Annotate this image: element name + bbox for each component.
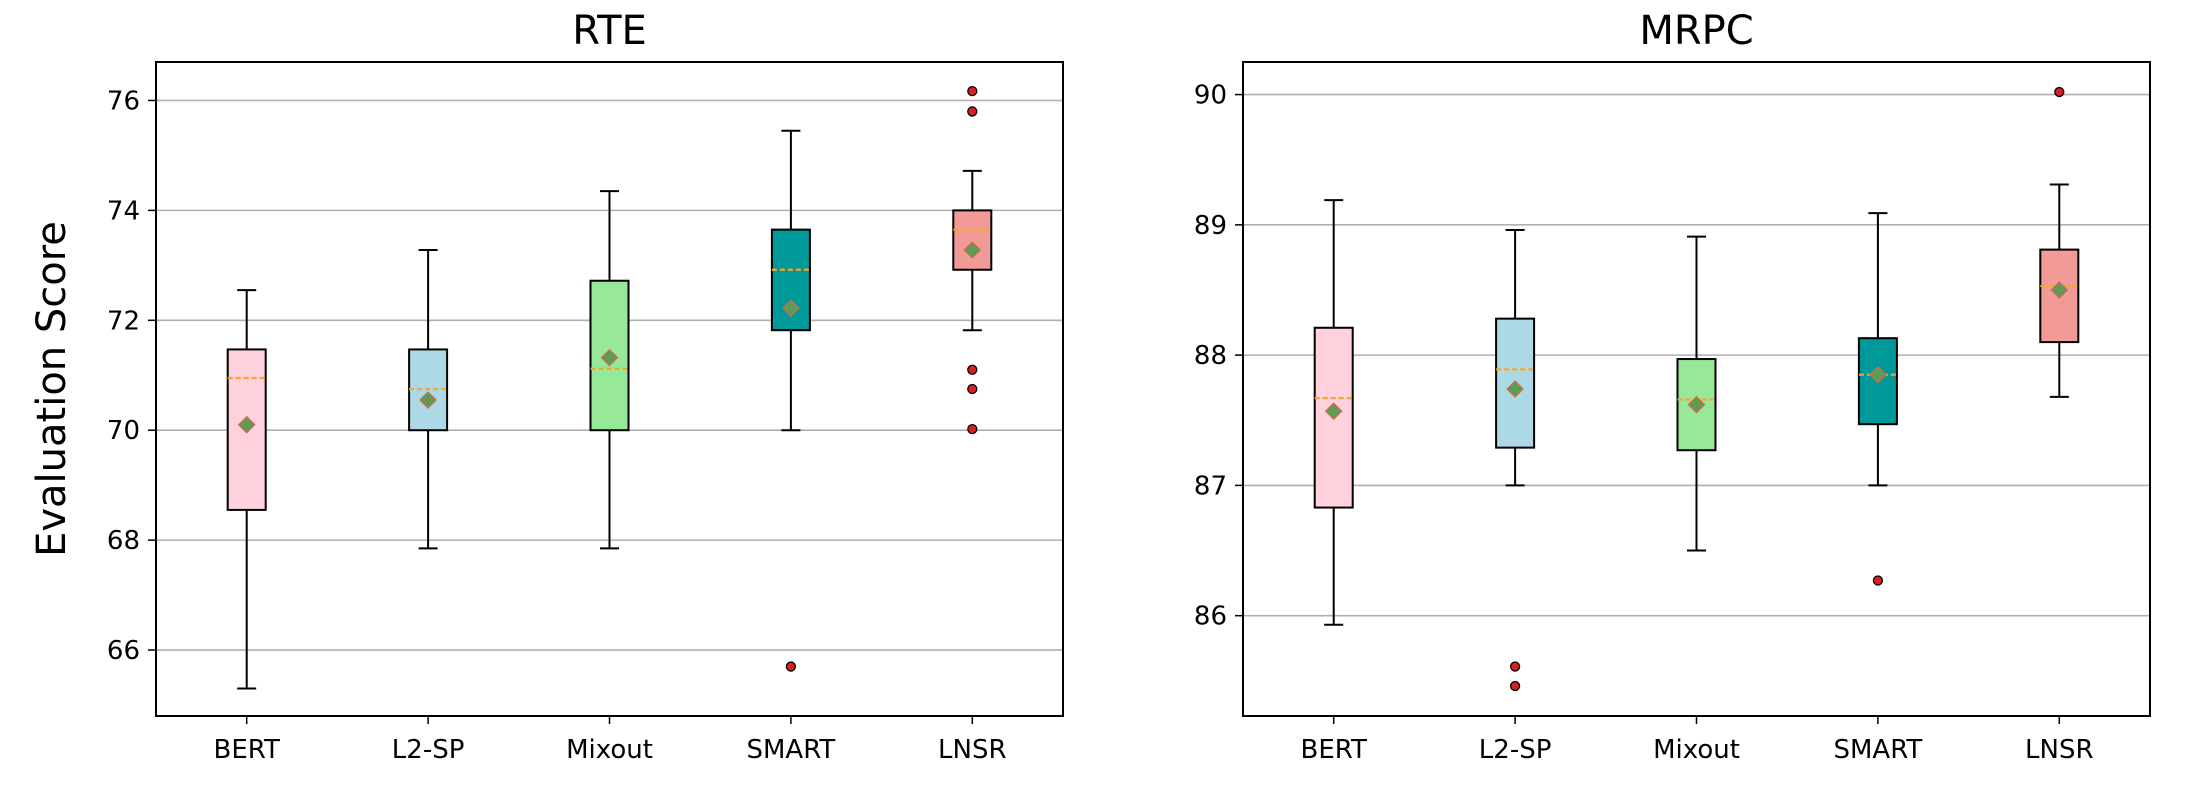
x-tick-label: Mixout <box>566 735 653 765</box>
outlier-point <box>785 661 797 672</box>
mean-marker <box>963 241 982 259</box>
y-tick-label: 66 <box>107 636 140 666</box>
outlier-point <box>967 364 978 375</box>
outlier-point <box>967 106 978 117</box>
plot-frame <box>155 61 1064 717</box>
x-tick-label: SMART <box>1834 735 1923 765</box>
mean-marker <box>419 391 437 409</box>
x-tick-label: BERT <box>214 735 280 765</box>
plot-frame <box>1242 61 2151 717</box>
y-tick-label: 90 <box>1194 81 1227 111</box>
box-mixout <box>1676 235 1717 552</box>
box-l2-sp <box>1495 229 1536 692</box>
y-tick-label: 72 <box>107 306 140 336</box>
y-tick-label: 70 <box>107 416 140 446</box>
y-tick-label: 86 <box>1194 602 1227 632</box>
mean-marker <box>600 348 619 367</box>
outlier-point <box>1509 680 1521 692</box>
y-tick-label: 68 <box>107 526 140 556</box>
outlier-point <box>967 423 978 435</box>
mean-marker <box>1506 380 1524 398</box>
outlier-point <box>2054 86 2065 98</box>
x-tick-label: L2-SP <box>1479 735 1552 765</box>
box-lnsr <box>2039 86 2080 398</box>
outlier-point <box>967 85 978 97</box>
y-tick-label: 74 <box>107 196 140 226</box>
y-axis-label: Evaluation Score <box>29 221 75 557</box>
box-l2-sp <box>408 248 449 550</box>
mean-marker <box>1869 365 1887 384</box>
box-bert <box>226 289 267 690</box>
box-lnsr <box>952 85 993 435</box>
mean-marker <box>1687 395 1706 414</box>
x-tick-label: SMART <box>747 735 836 765</box>
box-smart <box>770 129 811 672</box>
chart-title: RTE <box>572 8 647 54</box>
mean-marker <box>237 415 256 434</box>
outlier-point <box>967 383 978 395</box>
x-tick-label: BERT <box>1301 735 1367 765</box>
x-tick-label: LNSR <box>938 735 1007 765</box>
y-tick-label: 87 <box>1194 471 1227 501</box>
box-mixout <box>589 190 630 550</box>
x-tick-label: L2-SP <box>392 735 465 765</box>
y-tick-label: 76 <box>107 86 140 116</box>
x-tick-label: Mixout <box>1653 735 1740 765</box>
chart-panel-1: 86 87 88 89 90 BERT L2-SP Mixout SMART LNSR MRPC <box>1194 8 2151 765</box>
outlier-point <box>1872 575 1884 586</box>
box-smart <box>1857 212 1898 586</box>
mean-marker <box>2050 281 2069 299</box>
mean-marker <box>782 299 800 318</box>
box-bert <box>1313 199 1354 626</box>
outlier-point <box>1509 661 1521 672</box>
chart-panel-0: 66 68 70 72 74 76 BERT L2-SP Mixout SMART LNSR RTE E… <box>29 8 1064 765</box>
chart-title: MRPC <box>1639 8 1753 54</box>
box-iqr <box>952 209 993 271</box>
y-tick-label: 89 <box>1194 211 1227 241</box>
x-tick-label: LNSR <box>2025 735 2094 765</box>
mean-marker <box>1324 402 1343 420</box>
y-tick-label: 88 <box>1194 341 1227 371</box>
